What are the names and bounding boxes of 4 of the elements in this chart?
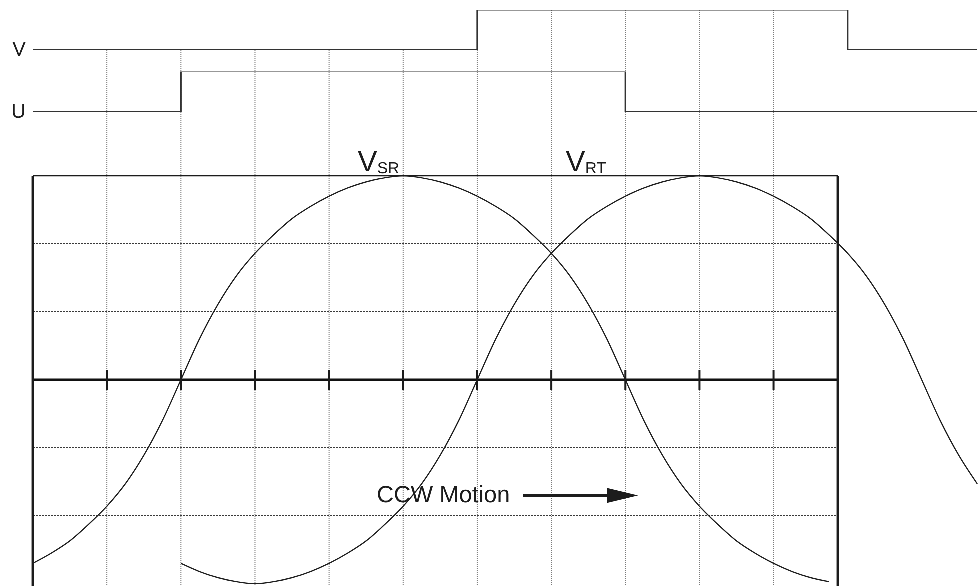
series-label: U [12,101,26,123]
series-label: V$_{SR}$ [358,146,400,179]
series-label: V [12,39,27,61]
series-label: V$_{RT}$ [566,146,607,179]
